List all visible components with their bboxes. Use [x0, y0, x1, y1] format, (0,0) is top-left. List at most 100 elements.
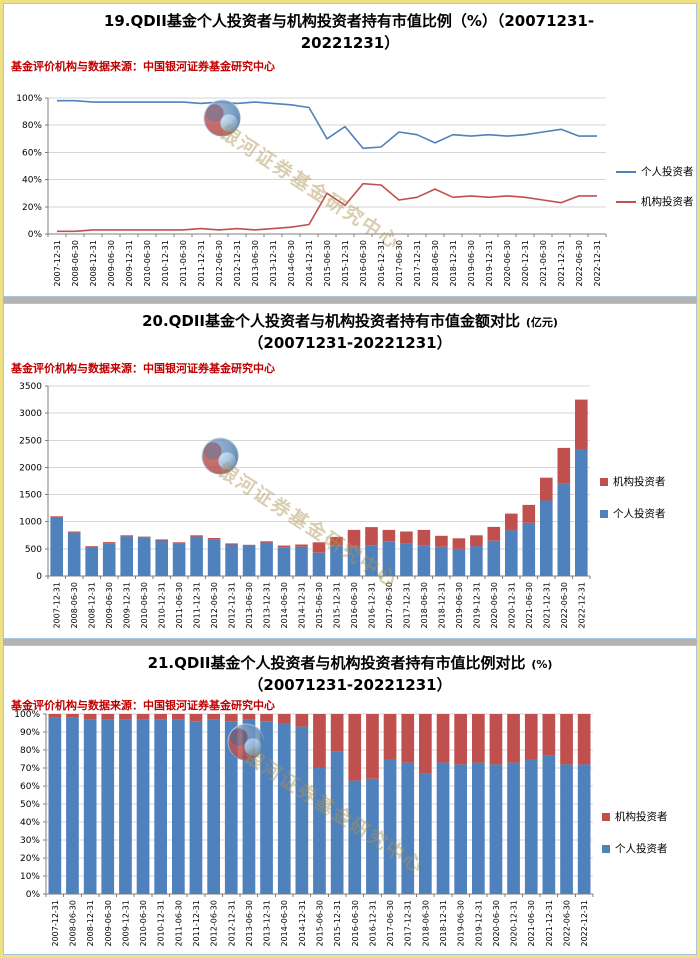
svg-text:2012-12-31: 2012-12-31: [233, 240, 242, 287]
svg-text:2018-06-30: 2018-06-30: [431, 240, 440, 287]
legend-marker-icon: [616, 200, 636, 203]
chart-19-title: 19.QDII基金个人投资者与机构投资者持有市值比例（%）（20071231- …: [4, 4, 696, 54]
svg-text:2008-06-30: 2008-06-30: [68, 900, 77, 947]
svg-text:2012-06-30: 2012-06-30: [210, 582, 219, 629]
svg-text:2020-12-31: 2020-12-31: [507, 582, 516, 629]
svg-text:1000: 1000: [19, 518, 42, 528]
svg-text:2020-06-30: 2020-06-30: [503, 240, 512, 287]
svg-text:2007-12-31: 2007-12-31: [53, 582, 62, 629]
svg-text:2014-12-31: 2014-12-31: [298, 900, 307, 947]
legend-marker-icon: [602, 812, 610, 821]
svg-text:2012-12-31: 2012-12-31: [228, 582, 237, 629]
svg-text:2016-12-31: 2016-12-31: [368, 900, 377, 947]
svg-text:2019-06-30: 2019-06-30: [457, 900, 466, 947]
chart-21-panel: 21.QDII基金个人投资者与机构投资者持有市值比例对比 (%) （200712…: [3, 645, 697, 955]
svg-text:2022-06-30: 2022-06-30: [560, 582, 569, 629]
svg-text:2009-06-30: 2009-06-30: [107, 240, 116, 287]
chart-21-title-line2: （20071231-20221231）: [248, 676, 452, 694]
svg-text:2015-06-30: 2015-06-30: [315, 582, 324, 629]
chart-20-title-unit: (亿元): [522, 316, 558, 329]
svg-text:50%: 50%: [20, 800, 40, 810]
svg-text:2011-06-30: 2011-06-30: [179, 240, 188, 287]
svg-text:2022-12-31: 2022-12-31: [577, 582, 586, 629]
svg-text:2010-06-30: 2010-06-30: [143, 240, 152, 287]
svg-text:2010-12-31: 2010-12-31: [161, 240, 170, 287]
svg-text:0%: 0%: [28, 230, 43, 240]
svg-text:2020-12-31: 2020-12-31: [510, 900, 519, 947]
chart-21-legend: 机构投资者 个人投资者: [602, 809, 668, 856]
svg-text:40%: 40%: [22, 176, 42, 186]
svg-text:2013-06-30: 2013-06-30: [251, 240, 260, 287]
svg-text:2011-12-31: 2011-12-31: [197, 240, 206, 287]
chart-19-title-line2: 20221231）: [300, 34, 400, 52]
svg-text:2500: 2500: [19, 436, 42, 446]
svg-text:2020-06-30: 2020-06-30: [492, 900, 501, 947]
svg-text:2013-12-31: 2013-12-31: [269, 240, 278, 287]
svg-text:2008-12-31: 2008-12-31: [89, 240, 98, 287]
svg-text:2015-12-31: 2015-12-31: [332, 582, 341, 629]
svg-text:2019-12-31: 2019-12-31: [474, 900, 483, 947]
x-axis-ticks: [47, 576, 591, 579]
svg-text:60%: 60%: [20, 782, 40, 792]
series-1: [50, 399, 588, 553]
svg-text:2014-06-30: 2014-06-30: [287, 240, 296, 287]
svg-text:2010-06-30: 2010-06-30: [139, 900, 148, 947]
legend-item-institutional: 机构投资者: [616, 194, 694, 209]
chart-20-title-line1: 20.QDII基金个人投资者与机构投资者持有市值金额对比 (亿元): [4, 311, 696, 333]
x-axis-labels: 2007-12-31 2008-06-30 2008-12-31 2009-06-30…: [53, 240, 602, 287]
svg-text:2007-12-31: 2007-12-31: [51, 900, 60, 947]
svg-text:30%: 30%: [20, 836, 40, 846]
legend-label: 个人投资者: [613, 508, 666, 520]
svg-text:2015-06-30: 2015-06-30: [323, 240, 332, 287]
svg-text:2010-12-31: 2010-12-31: [158, 582, 167, 629]
svg-text:90%: 90%: [20, 728, 40, 738]
svg-text:2017-06-30: 2017-06-30: [385, 582, 394, 629]
svg-text:2016-06-30: 2016-06-30: [359, 240, 368, 287]
svg-text:2009-12-31: 2009-12-31: [125, 240, 134, 287]
legend-label: 机构投资者: [615, 811, 668, 823]
legend-label: 机构投资者: [613, 476, 666, 488]
svg-text:500: 500: [25, 545, 42, 555]
y-axis-labels: 0% 20% 40% 60% 80% 100%: [16, 94, 42, 240]
svg-text:2009-12-31: 2009-12-31: [123, 582, 132, 629]
legend-marker-icon: [600, 509, 608, 518]
svg-text:2020-06-30: 2020-06-30: [490, 582, 499, 629]
svg-text:2010-12-31: 2010-12-31: [157, 900, 166, 947]
svg-text:2013-06-30: 2013-06-30: [245, 582, 254, 629]
y-axis-labels: 0% 10% 20% 30% 40% 50% 60% 70% 80% 90% 100%: [14, 710, 40, 900]
svg-text:2020-12-31: 2020-12-31: [521, 240, 530, 287]
svg-text:2012-06-30: 2012-06-30: [215, 240, 224, 287]
svg-text:0: 0: [36, 572, 42, 582]
chart-20-source-note: 基金评价机构与数据来源：中国银河证券基金研究中心: [11, 362, 275, 375]
series-1: [57, 182, 597, 233]
svg-text:2014-06-30: 2014-06-30: [280, 582, 289, 629]
legend-label: 个人投资者: [641, 166, 694, 178]
svg-text:2008-12-31: 2008-12-31: [88, 582, 97, 629]
svg-text:3000: 3000: [19, 409, 42, 419]
svg-text:2021-12-31: 2021-12-31: [542, 582, 551, 629]
chart-20-legend: 机构投资者个人投资者: [600, 474, 666, 521]
svg-text:2009-06-30: 2009-06-30: [105, 582, 114, 629]
chart-19-panel: 19.QDII基金个人投资者与机构投资者持有市值比例（%）（20071231- …: [3, 3, 697, 297]
svg-text:2021-12-31: 2021-12-31: [557, 240, 566, 287]
svg-text:100%: 100%: [16, 94, 42, 104]
series-0: [57, 99, 597, 150]
chart-19-canvas: 0%20%40%60%80%100%2007-12-31 2008-06-30 20…: [16, 94, 607, 287]
svg-text:20%: 20%: [20, 854, 40, 864]
svg-text:2011-12-31: 2011-12-31: [192, 900, 201, 947]
svg-text:2022-12-31: 2022-12-31: [593, 240, 602, 287]
svg-text:2019-12-31: 2019-12-31: [485, 240, 494, 287]
legend-marker-icon: [616, 170, 636, 173]
svg-text:2018-12-31: 2018-12-31: [439, 900, 448, 947]
svg-text:80%: 80%: [22, 121, 42, 131]
svg-text:1500: 1500: [19, 491, 42, 501]
svg-text:2021-06-30: 2021-06-30: [527, 900, 536, 947]
chart-19-title-main: 19.QDII基金个人投资者与机构投资者持有市值比例（%）（20071231-: [103, 12, 595, 30]
chart-21-title-unit: (%): [527, 658, 553, 671]
svg-text:2017-12-31: 2017-12-31: [402, 582, 411, 629]
x-axis-ticks: [47, 234, 607, 237]
legend-item-institutional: 机构投资者: [602, 809, 668, 824]
gridlines: [45, 97, 606, 235]
